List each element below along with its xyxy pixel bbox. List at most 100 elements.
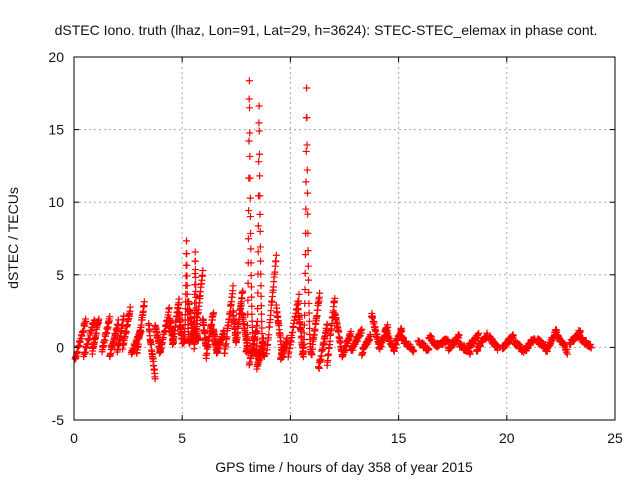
y-tick-label: 20	[48, 49, 64, 65]
data-point	[301, 311, 309, 319]
data-point	[183, 298, 191, 306]
data-point	[194, 336, 202, 344]
data-point	[191, 248, 199, 256]
data-point	[295, 297, 303, 305]
data-point	[326, 337, 334, 345]
data-point	[165, 304, 173, 312]
chart-title: dSTEC Iono. truth (lhaz, Lon=91, Lat=29,…	[55, 22, 598, 38]
data-point	[82, 317, 90, 325]
data-point	[256, 192, 264, 200]
data-point	[254, 289, 262, 297]
data-point	[301, 286, 309, 294]
data-point	[256, 227, 264, 235]
data-point	[199, 266, 207, 274]
data-point	[79, 327, 87, 335]
data-point	[256, 172, 264, 180]
data-point	[245, 137, 253, 145]
data-point	[315, 364, 323, 372]
data-point	[563, 350, 571, 358]
data-point	[305, 309, 313, 317]
y-tick-label: 15	[48, 122, 64, 138]
plot-frame	[73, 56, 616, 421]
data-point	[255, 158, 263, 166]
data-point	[303, 84, 311, 92]
data-point	[444, 338, 452, 346]
data-point	[257, 292, 265, 300]
data-point	[246, 213, 254, 221]
data-point	[301, 269, 309, 277]
data-point	[302, 147, 310, 155]
data-point	[303, 114, 311, 122]
data-point	[192, 281, 200, 289]
data-point	[184, 305, 192, 313]
data-point	[305, 299, 313, 307]
data-point	[246, 152, 254, 160]
data-point	[243, 330, 251, 338]
data-points	[71, 77, 595, 383]
x-tick-label: 25	[607, 430, 623, 446]
data-point	[248, 302, 256, 310]
y-axis-label: dSTEC / TECUs	[5, 187, 21, 289]
data-point	[301, 251, 309, 259]
data-point	[210, 309, 218, 317]
data-point	[254, 222, 262, 230]
data-point	[455, 331, 463, 339]
data-point	[260, 352, 268, 360]
data-point	[151, 375, 159, 383]
data-point	[305, 289, 313, 297]
data-point	[192, 287, 200, 295]
data-point	[95, 315, 103, 323]
data-point	[257, 270, 265, 278]
data-point	[303, 166, 311, 174]
data-point	[302, 205, 310, 213]
data-point	[246, 194, 254, 202]
data-point	[265, 331, 273, 339]
data-point	[191, 257, 199, 265]
data-point	[245, 77, 253, 85]
data-point	[247, 259, 255, 267]
data-point	[246, 104, 254, 112]
data-point	[192, 273, 200, 281]
data-point	[190, 345, 198, 353]
data-point	[247, 229, 255, 237]
data-point	[271, 268, 279, 276]
data-point	[257, 302, 265, 310]
data-point	[331, 294, 339, 302]
data-point	[302, 178, 310, 186]
data-point	[300, 329, 308, 337]
data-point	[246, 129, 254, 137]
data-point	[245, 207, 253, 215]
x-tick-label: 10	[283, 430, 299, 446]
data-point	[246, 174, 254, 182]
data-point	[303, 141, 311, 149]
data-point	[587, 344, 595, 352]
data-point	[300, 335, 308, 343]
data-point	[223, 333, 231, 341]
data-point	[272, 258, 280, 266]
data-point	[247, 245, 255, 253]
data-point	[303, 189, 311, 197]
data-point	[254, 305, 262, 313]
data-point	[304, 247, 312, 255]
data-point	[425, 345, 433, 353]
data-point	[305, 276, 313, 284]
data-point	[191, 266, 199, 274]
data-point	[183, 237, 191, 245]
data-point	[253, 336, 261, 344]
x-tick-label: 20	[499, 430, 515, 446]
data-point	[244, 279, 252, 287]
x-axis-label: GPS time / hours of day 358 of year 2015	[215, 459, 473, 475]
data-point	[300, 321, 308, 329]
data-point	[257, 310, 265, 318]
x-tick-label: 0	[70, 430, 78, 446]
y-tick-label: 0	[56, 339, 64, 355]
data-point	[272, 251, 280, 259]
data-point	[366, 332, 374, 340]
data-point	[347, 327, 355, 335]
data-point	[106, 313, 114, 321]
data-point	[248, 310, 256, 318]
data-point	[256, 243, 264, 251]
data-point	[183, 290, 191, 298]
data-point	[358, 325, 366, 333]
